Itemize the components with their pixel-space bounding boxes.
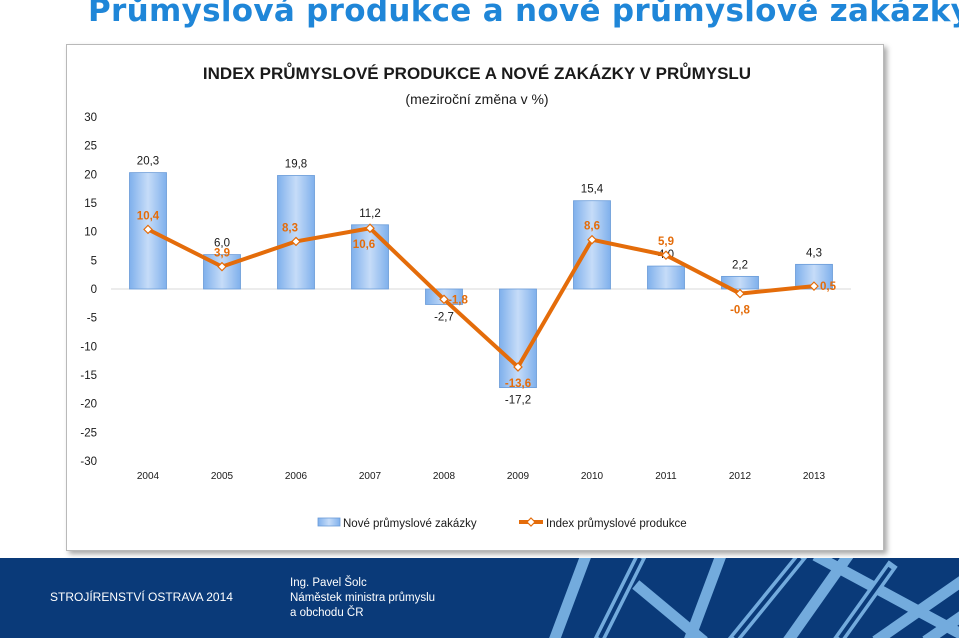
line-point (217, 261, 227, 272)
x-tick-label: 2010 (581, 471, 604, 482)
x-tick-label: 2004 (137, 471, 160, 482)
legend-bar-swatch (317, 517, 341, 527)
x-tick-label: 2008 (433, 471, 456, 482)
line-data-label: 5,9 (658, 236, 674, 248)
chart-subtitle: (meziroční změna v %) (405, 91, 548, 107)
chart-frame: INDEX PRŮMYSLOVÉ PRODUKCE A NOVÉ ZAKÁZKY… (66, 44, 884, 551)
chart-title: INDEX PRŮMYSLOVÉ PRODUKCE A NOVÉ ZAKÁZKY… (203, 63, 751, 83)
bar-data-label: 2,2 (732, 259, 748, 271)
y-tick-label: -15 (80, 370, 97, 382)
line-point (143, 224, 153, 235)
event-name: STROJÍRENSTVÍ OSTRAVA 2014 (50, 590, 233, 604)
line-data-label: -1,8 (448, 294, 468, 306)
bar-data-label: 4,3 (806, 247, 822, 259)
y-tick-label: -30 (80, 456, 97, 468)
line-data-label: 8,6 (584, 221, 600, 233)
legend-line-marker (526, 517, 536, 527)
y-tick-label: 10 (84, 227, 97, 239)
x-tick-label: 2009 (507, 471, 530, 482)
bar-data-label: -17,2 (505, 395, 531, 407)
bar (573, 200, 611, 290)
bar-data-label: 6,0 (214, 238, 230, 250)
y-tick-label: -10 (80, 341, 97, 353)
line-data-label: -0,8 (730, 305, 750, 317)
bar (647, 265, 685, 290)
y-tick-label: 15 (84, 198, 97, 210)
x-tick-label: 2006 (285, 471, 308, 482)
line-point (365, 223, 375, 234)
line-point (291, 236, 301, 247)
legend-line-label: Index průmyslové produkce (546, 518, 687, 530)
bar (277, 175, 315, 290)
slide-title: Průmyslová produkce a nové průmyslové za… (88, 0, 959, 29)
line-data-label: 0,5 (820, 281, 837, 293)
bar-data-label: 11,2 (359, 208, 381, 220)
bar-data-label: 19,8 (285, 158, 307, 170)
footer-bar: STROJÍRENSTVÍ OSTRAVA 2014 Ing. Pavel Šo… (0, 558, 959, 638)
bar-data-label: 20,3 (137, 156, 159, 168)
y-tick-label: 25 (84, 141, 97, 153)
bar-data-label: -2,7 (434, 311, 454, 323)
line-data-label: 10,4 (137, 210, 160, 222)
x-tick-label: 2005 (211, 471, 234, 482)
x-tick-label: 2013 (803, 471, 826, 482)
y-tick-label: -5 (87, 313, 97, 325)
x-tick-label: 2007 (359, 471, 382, 482)
legend-bar-label: Nové průmyslové zakázky (343, 518, 477, 530)
line-data-label: 8,3 (282, 222, 298, 234)
y-tick-label: 0 (91, 284, 97, 296)
author-org: a obchodu ČR (290, 607, 364, 619)
line-data-label: -13,6 (505, 378, 531, 390)
bar (499, 288, 537, 389)
line-point (661, 250, 671, 261)
y-tick-label: -20 (80, 399, 97, 411)
y-tick-label: 20 (84, 169, 97, 181)
chart-svg: INDEX PRŮMYSLOVÉ PRODUKCE A NOVÉ ZAKÁZKY… (80, 63, 851, 530)
line-data-label: 3,9 (214, 248, 230, 260)
line-point (587, 234, 597, 245)
author-block: Ing. Pavel Šolc Náměstek ministra průmys… (290, 576, 435, 621)
line-point (809, 281, 819, 291)
bar-data-label: 15,4 (581, 184, 604, 196)
author-name: Ing. Pavel Šolc (290, 577, 367, 589)
bar (351, 224, 389, 290)
y-tick-label: -25 (80, 427, 97, 439)
decorative-logo-lines (549, 558, 959, 638)
author-role: Náměstek ministra průmyslu (290, 592, 436, 604)
production-index-line (147, 226, 815, 369)
line-point (513, 362, 523, 372)
y-tick-label: 5 (91, 255, 97, 267)
y-tick-label: 30 (84, 112, 97, 124)
line-point (735, 288, 745, 299)
x-tick-label: 2012 (729, 471, 752, 482)
line-point (439, 294, 449, 305)
x-tick-label: 2011 (655, 471, 677, 482)
line-data-label: 10,6 (353, 239, 375, 251)
